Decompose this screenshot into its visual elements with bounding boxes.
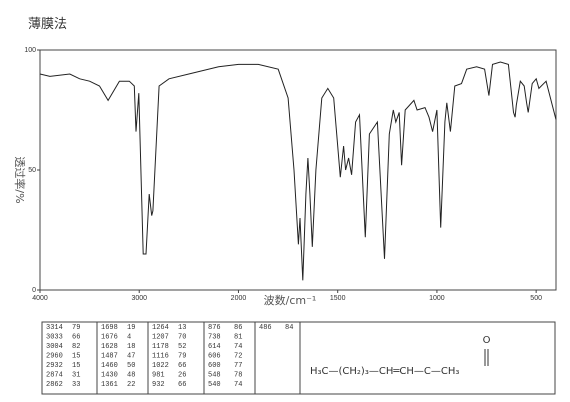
peak-transmittance: 79 bbox=[72, 324, 80, 332]
x-tick-label: 3000 bbox=[131, 295, 147, 302]
peak-wavenumber: 1022 bbox=[152, 362, 169, 370]
peak-wavenumber: 1628 bbox=[101, 343, 118, 351]
peak-transmittance: 31 bbox=[72, 371, 80, 379]
y-tick-label: 100 bbox=[24, 47, 36, 54]
peak-wavenumber: 1487 bbox=[101, 352, 118, 360]
peak-transmittance: 84 bbox=[285, 324, 293, 332]
peak-transmittance: 13 bbox=[178, 324, 186, 332]
peak-wavenumber: 3004 bbox=[46, 343, 63, 351]
peak-transmittance: 86 bbox=[234, 324, 242, 332]
peak-transmittance: 15 bbox=[72, 362, 80, 370]
x-axis-title: 波数/cm⁻¹ bbox=[264, 294, 317, 307]
peak-wavenumber: 932 bbox=[152, 381, 165, 389]
x-tick-label: 2000 bbox=[231, 295, 247, 302]
x-tick-label: 1000 bbox=[429, 295, 445, 302]
chart-title: 薄膜法 bbox=[28, 17, 67, 32]
peak-table-frame bbox=[41, 321, 556, 395]
spectrum-line bbox=[39, 61, 557, 281]
peak-wavenumber: 876 bbox=[208, 324, 221, 332]
peak-wavenumber: 486 bbox=[259, 324, 272, 332]
peak-transmittance: 19 bbox=[127, 324, 135, 332]
peak-wavenumber: 1361 bbox=[101, 381, 118, 389]
peak-transmittance: 33 bbox=[72, 381, 80, 389]
peak-wavenumber: 600 bbox=[208, 362, 221, 370]
peak-transmittance: 48 bbox=[127, 371, 135, 379]
peak-transmittance: 77 bbox=[234, 362, 242, 370]
peak-wavenumber: 3033 bbox=[46, 333, 63, 341]
x-tick-label: 1500 bbox=[330, 295, 346, 302]
oxygen: O bbox=[483, 335, 491, 346]
peak-transmittance: 66 bbox=[72, 333, 80, 341]
peak-transmittance: 74 bbox=[234, 343, 242, 351]
peak-wavenumber: 1676 bbox=[101, 333, 118, 341]
peak-transmittance: 74 bbox=[234, 381, 242, 389]
y-tick-label: 50 bbox=[28, 167, 36, 174]
peak-wavenumber: 738 bbox=[208, 333, 221, 341]
peak-wavenumber: 2874 bbox=[46, 371, 63, 379]
peak-transmittance: 52 bbox=[178, 343, 186, 351]
peak-wavenumber: 1264 bbox=[152, 324, 169, 332]
x-tick-label: 500 bbox=[530, 295, 542, 302]
y-tick-label: 0 bbox=[32, 287, 36, 294]
peak-transmittance: 82 bbox=[72, 343, 80, 351]
peak-wavenumber: 614 bbox=[208, 343, 221, 351]
peak-wavenumber: 606 bbox=[208, 352, 221, 360]
peak-transmittance: 15 bbox=[72, 352, 80, 360]
peak-wavenumber: 1460 bbox=[101, 362, 118, 370]
peak-transmittance: 26 bbox=[178, 371, 186, 379]
peak-wavenumber: 1698 bbox=[101, 324, 118, 332]
peak-wavenumber: 1178 bbox=[152, 343, 169, 351]
peak-wavenumber: 1207 bbox=[152, 333, 169, 341]
peak-wavenumber: 3314 bbox=[46, 324, 63, 332]
peak-wavenumber: 1430 bbox=[101, 371, 118, 379]
plot-frame bbox=[39, 49, 557, 291]
peak-wavenumber: 981 bbox=[152, 371, 165, 379]
peak-transmittance: 47 bbox=[127, 352, 135, 360]
peak-wavenumber: 2960 bbox=[46, 352, 63, 360]
x-tick-label: 4000 bbox=[32, 295, 48, 302]
y-axis-title: 透过率/% bbox=[13, 156, 27, 203]
peak-transmittance: 78 bbox=[234, 371, 242, 379]
peak-wavenumber: 540 bbox=[208, 381, 221, 389]
peak-transmittance: 66 bbox=[178, 381, 186, 389]
peak-wavenumber: 548 bbox=[208, 371, 221, 379]
peak-transmittance: 66 bbox=[178, 362, 186, 370]
peak-transmittance: 50 bbox=[127, 362, 135, 370]
peak-transmittance: 70 bbox=[178, 333, 186, 341]
peak-transmittance: 22 bbox=[127, 381, 135, 389]
peak-wavenumber: 2932 bbox=[46, 362, 63, 370]
peak-transmittance: 18 bbox=[127, 343, 135, 351]
peak-transmittance: 72 bbox=[234, 352, 242, 360]
peak-wavenumber: 2862 bbox=[46, 381, 63, 389]
formula: H₃C—(CH₂)₃—CH═CH—C—CH₃ bbox=[310, 366, 459, 377]
peak-transmittance: 4 bbox=[127, 333, 131, 341]
peak-transmittance: 81 bbox=[234, 333, 242, 341]
peak-wavenumber: 1116 bbox=[152, 352, 169, 360]
peak-transmittance: 79 bbox=[178, 352, 186, 360]
